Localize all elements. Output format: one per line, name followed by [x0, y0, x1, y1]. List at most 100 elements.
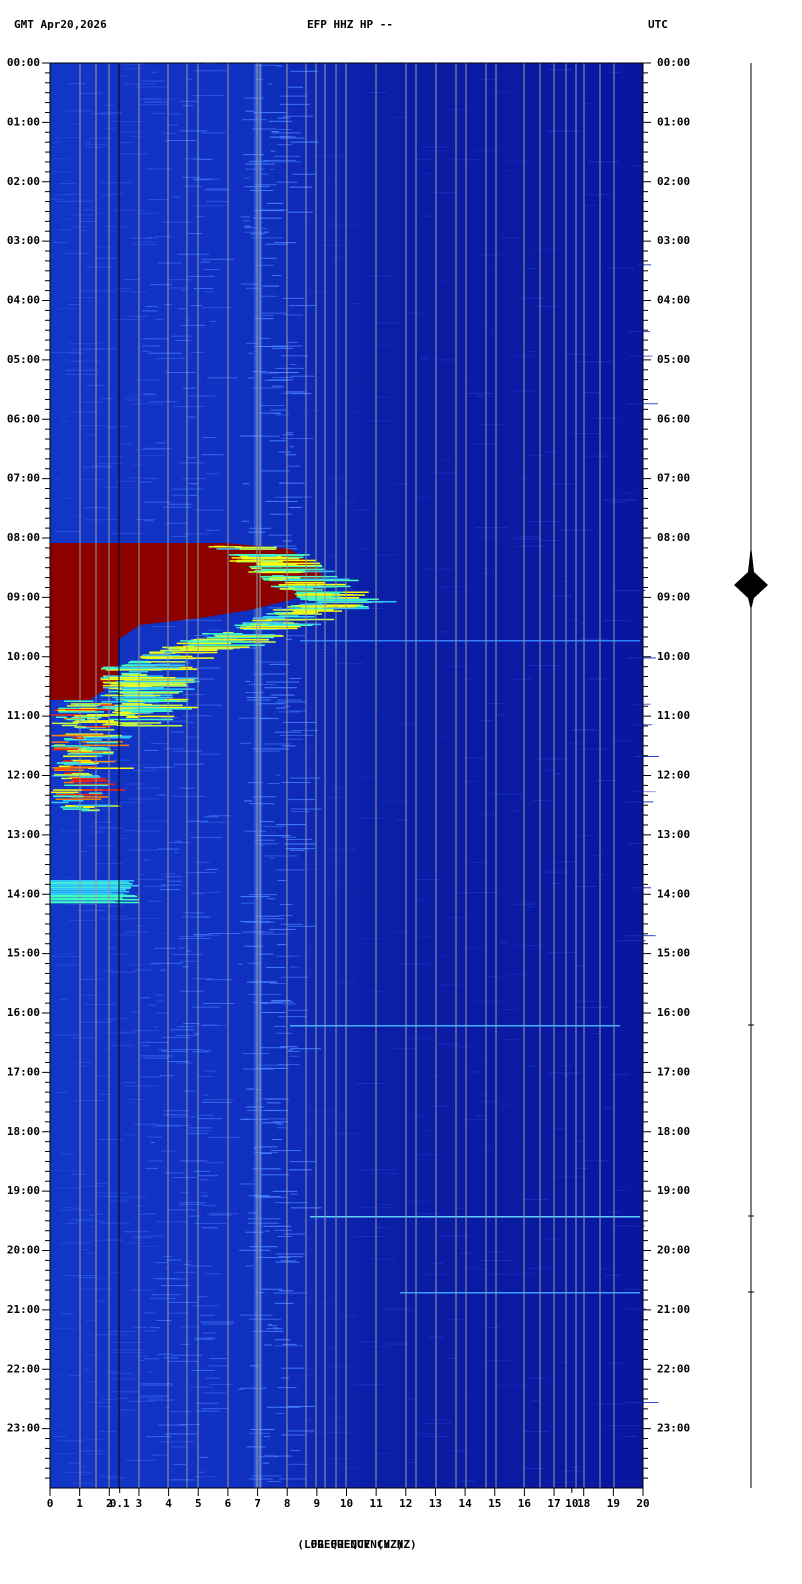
texture-streak	[63, 218, 73, 220]
texture-streak	[112, 759, 130, 761]
texture-streak	[156, 1221, 188, 1223]
y-tick-label: 04:00	[7, 294, 40, 307]
texture-streak	[357, 1383, 387, 1385]
texture-streak	[274, 1328, 283, 1330]
texture-streak	[290, 811, 310, 813]
texture-streak	[527, 1065, 537, 1067]
texture-streak	[243, 154, 265, 156]
texture-streak	[257, 933, 289, 935]
texture-streak	[247, 1109, 281, 1111]
texture-streak	[149, 284, 173, 286]
texture-streak	[247, 377, 254, 379]
texture-streak	[261, 1012, 286, 1014]
event-streak	[202, 632, 243, 635]
texture-streak	[270, 161, 302, 163]
texture-streak	[263, 1436, 271, 1438]
texture-streak	[203, 269, 220, 271]
texture-streak	[257, 337, 271, 339]
event-streak	[58, 711, 105, 713]
texture-streak	[354, 1169, 384, 1171]
texture-streak	[500, 1273, 534, 1275]
texture-streak	[178, 308, 186, 310]
texture-streak	[85, 1320, 97, 1322]
texture-streak	[303, 1418, 312, 1420]
texture-streak	[246, 699, 271, 701]
event-streak	[115, 698, 166, 701]
texture-streak	[195, 216, 205, 218]
texture-streak	[544, 451, 557, 453]
texture-streak	[205, 188, 228, 190]
texture-streak	[468, 1268, 489, 1270]
texture-streak	[243, 1068, 274, 1070]
texture-streak	[241, 902, 255, 904]
texture-streak	[282, 434, 294, 436]
texture-streak	[124, 83, 156, 85]
texture-streak	[496, 1384, 527, 1386]
texture-streak	[247, 1212, 258, 1214]
texture-streak	[255, 953, 274, 955]
texture-streak	[289, 364, 297, 366]
texture-streak	[87, 1252, 96, 1254]
event-streak	[74, 804, 111, 807]
texture-streak	[278, 129, 293, 131]
event-streak	[105, 722, 162, 724]
event-streak	[207, 636, 274, 639]
event-streak	[114, 667, 181, 669]
event-streak	[123, 693, 154, 696]
texture-streak	[337, 982, 357, 984]
texture-streak	[178, 937, 211, 939]
texture-streak	[198, 753, 220, 755]
texture-streak	[260, 257, 277, 259]
texture-streak	[81, 978, 94, 980]
y-tick-label: 09:00	[7, 590, 40, 603]
texture-streak	[167, 1209, 197, 1211]
texture-streak	[328, 858, 346, 860]
texture-streak	[501, 1104, 509, 1106]
texture-streak	[255, 1088, 261, 1090]
texture-streak	[631, 165, 642, 167]
texture-streak	[244, 225, 251, 227]
event-streak	[88, 767, 134, 770]
texture-streak	[368, 420, 391, 422]
texture-streak	[202, 1392, 227, 1394]
texture-streak	[290, 141, 319, 143]
texture-streak	[175, 1026, 194, 1028]
texture-streak	[135, 1205, 145, 1207]
event-streak	[317, 601, 384, 603]
texture-streak	[144, 101, 168, 103]
texture-streak	[156, 358, 185, 360]
y-tick-label-right: 16:00	[657, 1006, 690, 1019]
texture-streak	[82, 401, 104, 403]
texture-streak	[274, 1229, 293, 1231]
texture-streak	[205, 868, 218, 870]
texture-streak	[276, 944, 286, 946]
texture-streak	[479, 254, 501, 256]
texture-streak	[98, 905, 123, 907]
texture-streak	[243, 97, 264, 99]
texture-streak	[183, 533, 210, 535]
texture-streak	[201, 454, 224, 456]
texture-streak	[248, 1318, 282, 1320]
texture-streak	[161, 1285, 190, 1287]
texture-streak	[132, 244, 157, 246]
texture-streak	[250, 1428, 275, 1430]
event-streak	[84, 736, 131, 739]
texture-streak	[452, 892, 471, 894]
texture-streak	[475, 327, 483, 329]
texture-streak	[110, 1331, 135, 1333]
texture-streak	[258, 404, 285, 406]
texture-streak	[293, 1219, 326, 1221]
texture-streak	[58, 183, 76, 185]
texture-streak	[89, 1214, 94, 1216]
texture-streak	[239, 647, 259, 649]
event-streak	[51, 801, 69, 804]
texture-streak	[281, 1377, 290, 1379]
texture-streak	[563, 1075, 570, 1077]
texture-streak	[577, 1140, 584, 1142]
texture-streak	[288, 506, 303, 508]
event-streak	[79, 707, 117, 710]
texture-streak	[395, 819, 409, 821]
texture-streak	[353, 548, 369, 550]
event-streak	[294, 583, 346, 586]
event-streak	[308, 597, 359, 600]
